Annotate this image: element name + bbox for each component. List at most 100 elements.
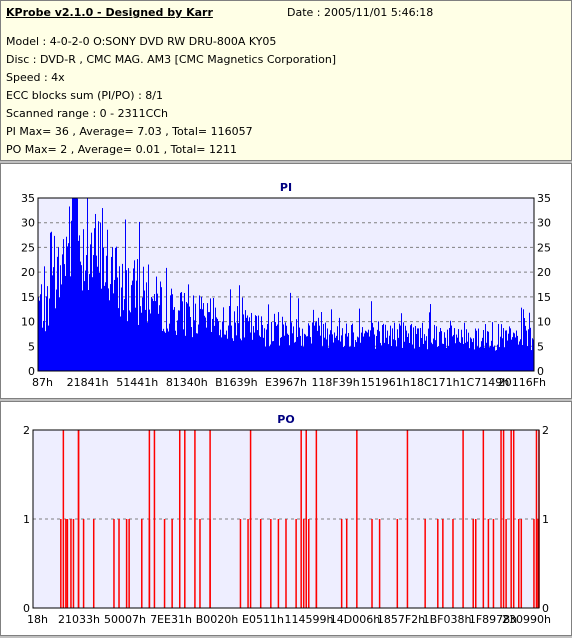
pi-bar bbox=[345, 333, 346, 371]
pi-bar bbox=[309, 325, 310, 371]
pi-bar bbox=[389, 335, 390, 371]
pi-bar bbox=[56, 289, 57, 371]
pi-bar bbox=[381, 345, 382, 371]
po-bar bbox=[305, 430, 307, 608]
pi-bar bbox=[393, 339, 394, 371]
po-bar bbox=[482, 430, 485, 608]
po-bar bbox=[60, 519, 62, 608]
po-bar bbox=[537, 519, 539, 608]
pi-bar bbox=[425, 340, 426, 371]
pi-bar bbox=[159, 305, 160, 371]
pi-bar bbox=[238, 323, 239, 371]
pi-bar bbox=[380, 342, 381, 371]
pi-bar bbox=[224, 334, 225, 371]
pi-bar bbox=[196, 333, 197, 371]
pi-bar bbox=[493, 346, 494, 371]
po-summary: PO Max= 2 , Average= 0.01 , Total= 1211 bbox=[6, 143, 237, 156]
pi-bar bbox=[43, 320, 44, 371]
pi-bar bbox=[298, 298, 299, 371]
pi-bar bbox=[348, 333, 349, 371]
y-tick-right: 5 bbox=[537, 340, 544, 353]
pi-bar bbox=[167, 328, 168, 371]
pi-bar bbox=[125, 219, 126, 371]
x-tick: 21033h bbox=[58, 613, 100, 626]
pi-bar bbox=[487, 331, 488, 371]
pi-bar bbox=[243, 314, 244, 371]
pi-bar bbox=[468, 332, 469, 371]
pi-bar bbox=[185, 335, 186, 371]
pi-bar bbox=[144, 290, 145, 371]
pi-bar bbox=[408, 333, 409, 371]
pi-bar bbox=[439, 331, 440, 371]
pi-bar bbox=[417, 328, 418, 371]
pi-bar bbox=[148, 264, 149, 371]
pi-bar bbox=[446, 347, 447, 371]
pi-bar bbox=[239, 285, 240, 371]
pi-bar bbox=[80, 261, 81, 371]
pi-bar bbox=[516, 330, 517, 371]
pi-bar bbox=[55, 308, 56, 371]
pi-bar bbox=[400, 325, 401, 371]
pi-bar bbox=[410, 325, 411, 371]
po-bar bbox=[128, 519, 130, 608]
pi-bar bbox=[316, 321, 317, 371]
pi-bar bbox=[46, 296, 47, 371]
pi-bar bbox=[190, 316, 191, 371]
pi-bar bbox=[500, 336, 501, 371]
y-tick-right: 10 bbox=[537, 316, 551, 329]
x-tick: 14D006h bbox=[330, 613, 380, 626]
x-tick: 114599h bbox=[285, 613, 334, 626]
pi-bar bbox=[385, 324, 386, 371]
pi-bar bbox=[319, 325, 320, 371]
po-bar bbox=[153, 430, 156, 608]
pi-bar bbox=[199, 295, 200, 371]
pi-bar bbox=[192, 337, 193, 371]
pi-bar bbox=[526, 330, 527, 371]
x-tick: 1BF038h bbox=[423, 613, 472, 626]
pi-bar bbox=[72, 198, 73, 371]
pi-bar bbox=[114, 279, 115, 371]
pi-bar bbox=[390, 325, 391, 371]
po-bar bbox=[148, 430, 151, 608]
pi-bar bbox=[165, 332, 166, 371]
pi-bar bbox=[480, 346, 481, 371]
pi-bar bbox=[211, 332, 212, 371]
pi-bar bbox=[268, 304, 269, 371]
pi-bar bbox=[362, 327, 363, 371]
pi-bar bbox=[93, 255, 94, 371]
pi-bar bbox=[304, 333, 305, 371]
pi-bar bbox=[388, 344, 389, 371]
pi-bar bbox=[297, 337, 298, 371]
pi-bar bbox=[517, 335, 518, 371]
pi-bar bbox=[383, 323, 384, 371]
pi-bar bbox=[215, 307, 216, 371]
pi-bar bbox=[95, 213, 96, 371]
po-bar bbox=[500, 430, 502, 608]
pi-bar bbox=[424, 334, 425, 371]
pi-bar bbox=[234, 311, 235, 371]
po-bar bbox=[520, 519, 523, 608]
plot-border bbox=[37, 197, 535, 372]
po-bar bbox=[259, 519, 262, 608]
pi-bar bbox=[175, 330, 176, 371]
pi-bar bbox=[118, 308, 119, 371]
pi-bar bbox=[418, 328, 419, 371]
po-bar bbox=[209, 430, 211, 608]
pi-bar bbox=[514, 333, 515, 371]
pi-bar bbox=[527, 346, 528, 371]
pi-bar bbox=[67, 246, 68, 371]
pi-bar bbox=[471, 338, 472, 371]
pi-bar bbox=[457, 337, 458, 371]
pi-bar bbox=[314, 325, 315, 371]
pi-bar bbox=[113, 293, 114, 371]
pi-bar bbox=[340, 341, 341, 371]
pi-bar bbox=[361, 332, 362, 371]
y-tick-left: 20 bbox=[21, 266, 35, 279]
pi-bar bbox=[293, 326, 294, 371]
x-tick: 151961h bbox=[361, 376, 410, 389]
pi-bar bbox=[358, 337, 359, 371]
speed-info: Speed : 4x bbox=[6, 71, 65, 84]
pi-bar bbox=[147, 322, 148, 371]
pi-bar bbox=[378, 321, 379, 371]
po-bar bbox=[300, 430, 302, 608]
